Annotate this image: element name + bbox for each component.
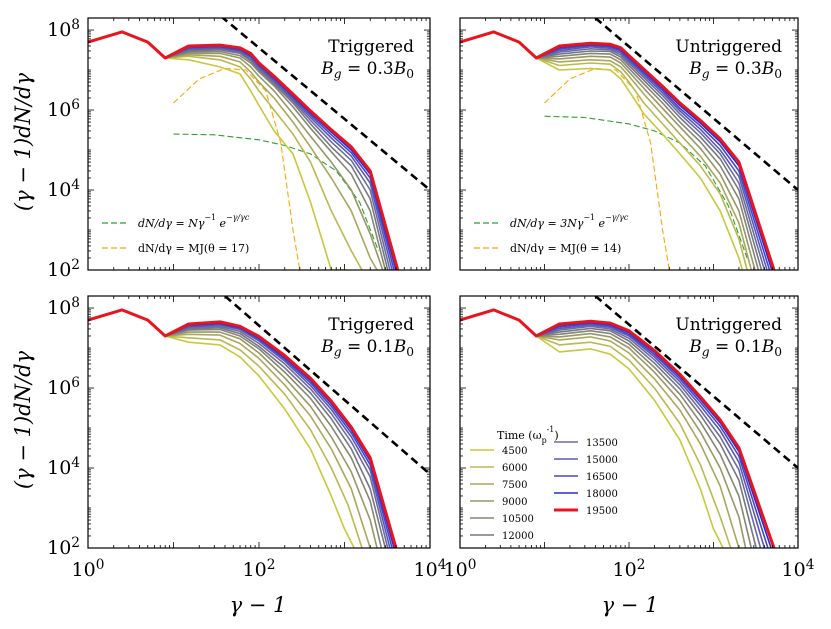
top-right-panel-title: Bg = 0.3B0 [688,59,782,81]
time-legend-label-13500: 13500 [586,438,618,449]
bottom-left-y-tick-label: 108 [47,295,80,319]
top-left-fit-legend-label: dN/dγ = MJ(θ = 17) [138,242,249,255]
top-right-fit-maxwell-juttner [544,67,670,270]
bottom-left-panel-title: Bg = 0.1B0 [320,337,414,359]
time-legend-label-16500: 16500 [586,472,618,483]
time-legend-label-19500: 19500 [586,506,618,517]
x-axis-label-right: γ − 1 [602,593,659,617]
top-right-panel-title: Untriggered [675,37,782,57]
bottom-right-panel-title: Bg = 0.1B0 [688,337,782,359]
top-right-fit-legend-label: dN/dγ = MJ(θ = 14) [510,242,621,255]
bottom-left-series-4500 [88,309,355,548]
top-left-y-tick-label: 104 [47,177,80,201]
top-left-panel-title: Bg = 0.3B0 [320,59,414,81]
top-left-fit-maxwell-juttner [173,67,301,270]
top-left-y-tick-label: 102 [47,257,80,281]
top-left-power-law-line [221,18,430,192]
time-legend-label-10500: 10500 [502,514,534,525]
y-axis-label-bottom: (γ − 1)dN/dγ [11,350,35,489]
bottom-right-power-law-line [594,296,798,470]
bottom-left-x-tick-label: 102 [243,557,276,581]
top-left-y-tick-label: 106 [47,97,80,121]
bottom-right-plot-area [460,296,798,548]
top-right-fit-power-law-exp [544,115,748,259]
bottom-right-series-19500 [460,308,776,548]
bottom-right-x-tick-label: 102 [613,557,646,581]
top-right-power-law-line [594,18,798,192]
bottom-right-panel-title: Untriggered [675,315,782,335]
top-right-series-19500 [460,30,776,270]
y-axis-label-top: (γ − 1)dN/dγ [11,72,35,211]
bottom-left-power-law-line [224,296,430,476]
bottom-left-y-tick-label: 106 [47,375,80,399]
top-left-panel-title: Triggered [328,37,414,57]
top-left-plot-area [88,18,430,270]
top-left-fit-legend-label: dN/dγ = Nγ−1 e−γ/γc [138,213,250,230]
x-axis-label-left: γ − 1 [230,593,287,617]
bottom-left-panel-title: Triggered [328,315,414,335]
time-legend-label-9000: 9000 [502,497,527,508]
top-left-y-tick-label: 108 [47,17,80,41]
time-legend-label-4500: 4500 [502,446,527,457]
time-legend-label-7500: 7500 [502,480,527,491]
bottom-right-x-tick-label: 104 [782,557,815,581]
bottom-left-x-tick-label: 100 [72,557,105,581]
bottom-right-x-tick-label: 100 [444,557,477,581]
bottom-left-plot-area [88,296,430,548]
bottom-left-series-19500 [88,308,398,548]
bottom-left-y-tick-label: 102 [47,535,80,559]
time-legend-label-18000: 18000 [586,489,618,500]
time-legend-label-12000: 12000 [502,531,534,542]
top-right-plot-area [460,18,798,270]
bottom-left-x-tick-label: 104 [414,557,447,581]
time-legend-label-15000: 15000 [586,455,618,466]
top-right-fit-legend-label: dN/dγ = 3Nγ−1 e−γ/γc [510,213,629,230]
top-left-fit-power-law-exp [173,133,380,252]
top-left-series-19500 [88,30,400,270]
time-legend-label-6000: 6000 [502,463,527,474]
time-legend-title: Time (ωp-1) [497,425,559,445]
bottom-left-y-tick-label: 104 [47,455,80,479]
top-left-series-4500 [88,31,348,270]
